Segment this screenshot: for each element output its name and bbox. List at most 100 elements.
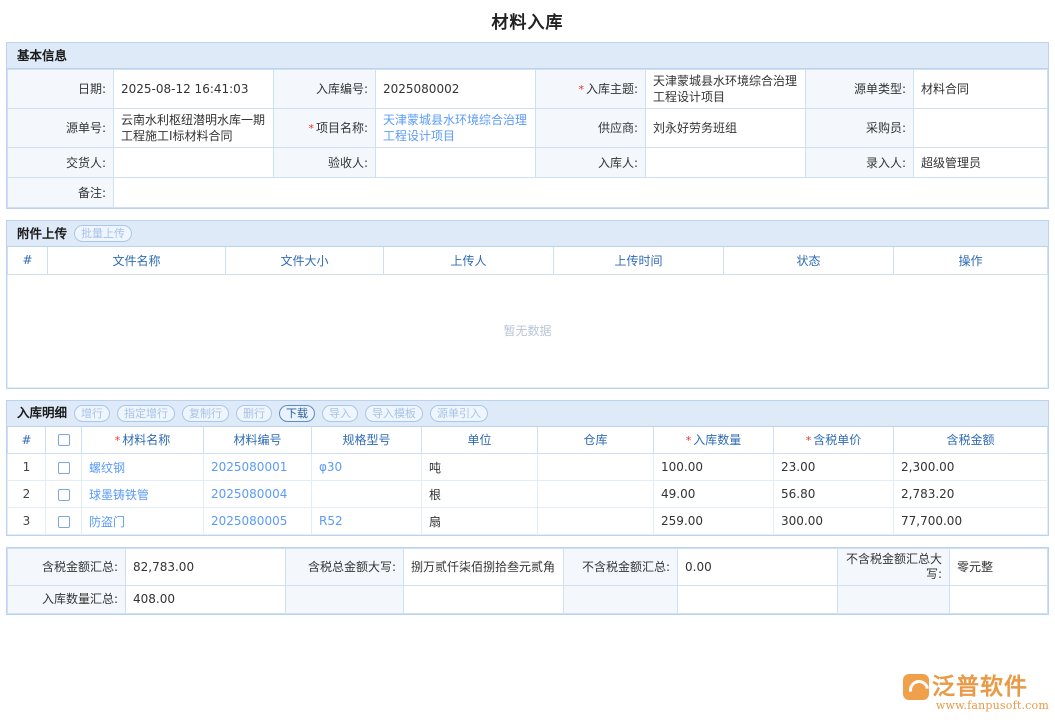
table-row[interactable]: 2 球墨铸铁管 2025080004 根 49.00 56.80 2,783.2… (7, 480, 1048, 508)
table-row[interactable]: 3 防盗门 2025080005 R52 扇 259.00 300.00 77,… (7, 507, 1048, 535)
col-uploader[interactable]: 上传人 (383, 247, 554, 275)
col-file-name[interactable]: 文件名称 (47, 247, 226, 275)
detail-table-header-row: # * 材料名称 材料编号 规格型号 单位 仓库 * 入库数量 * 含税单 (7, 426, 1048, 454)
cell-spec[interactable]: R52 (311, 507, 422, 535)
value-tax-amount-total: 82,783.00 (125, 548, 286, 586)
row-checkbox[interactable] (57, 488, 70, 501)
date-value: 2025-08-12 16:41:03 (121, 82, 249, 96)
cell-material-name[interactable]: 螺纹钢 (81, 453, 204, 481)
cell-material-code[interactable]: 2025080005 (203, 507, 312, 535)
cell-warehouse[interactable] (537, 453, 654, 481)
col-material-name[interactable]: * 材料名称 (81, 426, 204, 454)
field-value-remark[interactable] (113, 177, 1048, 208)
col-select-all[interactable] (45, 426, 82, 454)
field-value-inbound-no[interactable]: 2025080002 (375, 69, 536, 109)
cell-amount[interactable]: 2,783.20 (893, 480, 1048, 508)
summary-panel: 含税金额汇总: 82,783.00 含税总金额大写: 捌万贰仟柒佰捌拾叁元贰角 … (6, 547, 1049, 615)
attachment-empty-state: 暂无数据 (7, 274, 1048, 388)
col-index[interactable]: # (7, 247, 48, 275)
col-upload-time[interactable]: 上传时间 (553, 247, 724, 275)
source-no-label: 源单号: (65, 121, 106, 135)
row-select-cell[interactable] (45, 507, 82, 535)
value-untaxed-amount-total: 0.00 (677, 548, 838, 586)
cell-spec[interactable]: φ30 (311, 453, 422, 481)
copy-row-button[interactable]: 复制行 (182, 404, 230, 422)
brand-name: 泛普软件 (932, 673, 1028, 700)
row-select-cell[interactable] (45, 480, 82, 508)
cell-unit[interactable]: 吨 (421, 453, 538, 481)
col-unit[interactable]: 单位 (421, 426, 538, 454)
required-asterisk-icon: * (308, 121, 314, 135)
summary-blank-cell (949, 585, 1048, 614)
delete-row-button[interactable]: 删行 (236, 404, 273, 422)
summary-blank-cell (677, 585, 838, 614)
batch-upload-button[interactable]: 批量上传 (74, 225, 133, 242)
field-value-date[interactable]: 2025-08-12 16:41:03 (113, 69, 274, 109)
col-status[interactable]: 状态 (723, 247, 894, 275)
basic-info-row: 源单号: 云南水利枢纽潜明水库一期工程施工I标材料合同 * 项目名称: 天津蒙城县… (7, 108, 1048, 148)
cell-amount[interactable]: 77,700.00 (893, 507, 1048, 535)
cell-unit-price[interactable]: 56.80 (773, 480, 894, 508)
field-value-source-type[interactable]: 材料合同 (913, 69, 1048, 109)
cell-qty[interactable]: 49.00 (653, 480, 774, 508)
cell-warehouse[interactable] (537, 507, 654, 535)
add-row-button[interactable]: 增行 (74, 404, 111, 422)
field-value-deliverer[interactable] (113, 147, 274, 178)
basic-info-row: 交货人: 验收人: 入库人: (7, 147, 1048, 178)
field-value-source-no[interactable]: 云南水利枢纽潜明水库一期工程施工I标材料合同 (113, 108, 274, 148)
col-spec[interactable]: 规格型号 (311, 426, 422, 454)
field-value-inbound-person[interactable] (645, 147, 806, 178)
add-row-at-position-button[interactable]: 指定增行 (117, 404, 176, 422)
cell-unit-price[interactable]: 300.00 (773, 507, 894, 535)
project-name-link[interactable]: 天津蒙城县水环境综合治理工程设计项目 (383, 113, 528, 143)
label-untaxed-amount-total: 不含税金额汇总: (563, 548, 678, 586)
cell-amount[interactable]: 2,300.00 (893, 453, 1048, 481)
col-warehouse[interactable]: 仓库 (537, 426, 654, 454)
cell-material-name[interactable]: 防盗门 (81, 507, 204, 535)
cell-spec[interactable] (311, 480, 422, 508)
col-material-code[interactable]: 材料编号 (203, 426, 312, 454)
summary-table: 含税金额汇总: 82,783.00 含税总金额大写: 捌万贰仟柒佰捌拾叁元贰角 … (7, 548, 1048, 614)
field-value-entry-person[interactable]: 超级管理员 (913, 147, 1048, 178)
cell-material-name[interactable]: 球墨铸铁管 (81, 480, 204, 508)
cell-material-code[interactable]: 2025080004 (203, 480, 312, 508)
basic-info-row: 备注: (7, 177, 1048, 208)
cell-qty[interactable]: 100.00 (653, 453, 774, 481)
col-index[interactable]: # (7, 426, 46, 454)
cell-unit-price[interactable]: 23.00 (773, 453, 894, 481)
row-checkbox[interactable] (57, 515, 70, 528)
field-value-inbound-subject[interactable]: 天津蒙城县水环境综合治理工程设计项目 (645, 69, 806, 109)
col-actions[interactable]: 操作 (893, 247, 1048, 275)
summary-blank-cell (837, 585, 950, 614)
row-checkbox[interactable] (57, 461, 70, 474)
cell-material-code[interactable]: 2025080001 (203, 453, 312, 481)
col-qty[interactable]: * 入库数量 (653, 426, 774, 454)
cell-unit[interactable]: 扇 (421, 507, 538, 535)
cell-qty[interactable]: 259.00 (653, 507, 774, 535)
source-import-button[interactable]: 源单引入 (430, 404, 489, 422)
col-amount[interactable]: 含税金额 (893, 426, 1048, 454)
row-index: 1 (7, 453, 46, 481)
field-value-purchaser[interactable] (913, 108, 1048, 148)
cell-warehouse[interactable] (537, 480, 654, 508)
source-no-value: 云南水利枢纽潜明水库一期工程施工I标材料合同 (121, 113, 266, 143)
import-button[interactable]: 导入 (322, 404, 359, 422)
download-button[interactable]: 下载 (279, 404, 316, 422)
table-row[interactable]: 1 螺纹钢 2025080001 φ30 吨 100.00 23.00 2,30… (7, 453, 1048, 481)
entry-person-label: 录入人: (865, 155, 906, 170)
field-label-inbound-subject: * 入库主题: (535, 69, 646, 109)
field-value-supplier[interactable]: 刘永好劳务班组 (645, 108, 806, 148)
col-unit-price[interactable]: * 含税单价 (773, 426, 894, 454)
field-value-receiver[interactable] (375, 147, 536, 178)
cell-unit[interactable]: 根 (421, 480, 538, 508)
col-file-size[interactable]: 文件大小 (225, 247, 384, 275)
label-tax-amount-total: 含税金额汇总: (7, 548, 126, 586)
field-value-project-name[interactable]: 天津蒙城县水环境综合治理工程设计项目 (375, 108, 536, 148)
import-template-button[interactable]: 导入模板 (365, 404, 424, 422)
inbound-person-label: 入库人: (597, 155, 638, 170)
inbound-subject-label: 入库主题: (585, 81, 638, 96)
required-asterisk-icon: * (685, 434, 692, 448)
row-select-cell[interactable] (45, 453, 82, 481)
select-all-checkbox[interactable] (57, 434, 70, 447)
